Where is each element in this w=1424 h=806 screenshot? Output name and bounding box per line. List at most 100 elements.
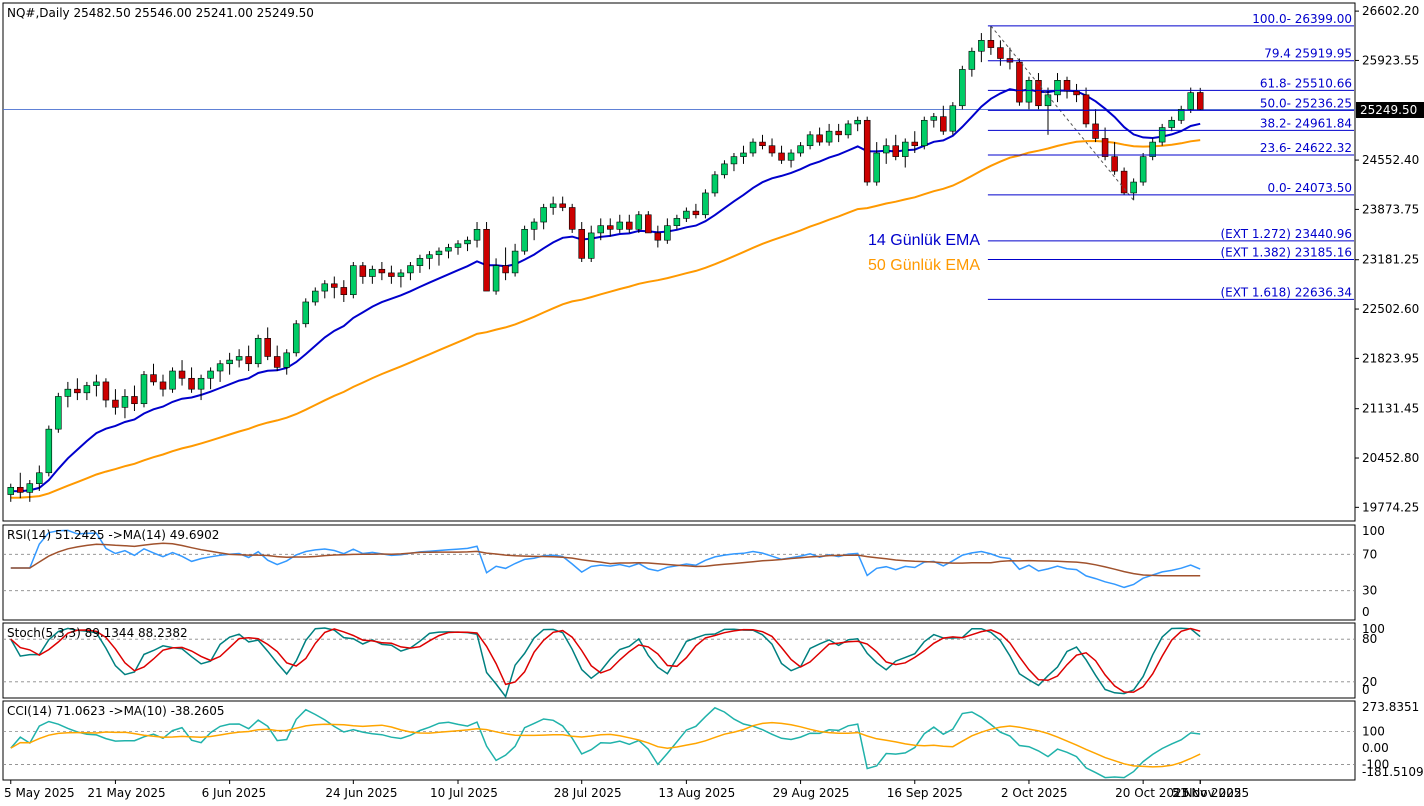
- candle: [759, 141, 766, 147]
- candle: [131, 396, 138, 405]
- candle: [1016, 61, 1023, 103]
- candle: [882, 145, 890, 154]
- candle: [7, 486, 15, 495]
- candle: [464, 239, 471, 245]
- fib-level-label: 38.2- 24961.84: [1260, 116, 1352, 130]
- fib-trendline: [990, 25, 1135, 201]
- candle: [283, 352, 290, 368]
- price-axis-label: 19774.25: [1362, 500, 1419, 514]
- candle: [302, 301, 309, 325]
- candle: [17, 486, 24, 493]
- fib-level-label: 50.0- 25236.25: [1260, 96, 1352, 110]
- indicator-axis-label: 20: [1362, 675, 1377, 689]
- date-axis-label: 24 Jun 2025: [325, 786, 397, 800]
- candle: [616, 221, 624, 230]
- candle: [825, 130, 833, 143]
- candle: [1044, 94, 1052, 107]
- candle: [416, 258, 424, 266]
- candle: [1025, 80, 1033, 103]
- indicator-axis-label: 100: [1362, 622, 1385, 636]
- candle: [959, 69, 966, 107]
- price-axis-label: 21131.45: [1362, 402, 1419, 416]
- candle: [445, 247, 452, 252]
- fib-level-label: 79.4 25919.95: [1264, 47, 1352, 61]
- candle: [530, 221, 538, 230]
- ema14-legend: 14 Günlük EMA: [868, 232, 980, 249]
- candle: [987, 40, 995, 48]
- candle: [1168, 119, 1175, 128]
- candle: [1196, 92, 1204, 110]
- indicator-axis-label: 0: [1362, 605, 1370, 619]
- candle: [483, 228, 490, 292]
- candle: [359, 265, 367, 277]
- candle: [150, 374, 157, 383]
- candle: [1092, 123, 1099, 139]
- candle: [254, 338, 262, 365]
- stoch-header: Stoch(5,3,3) 89.1344 88.2382: [7, 626, 188, 640]
- ema50-legend: 50 Günlük EMA: [868, 257, 980, 274]
- candle: [188, 377, 195, 390]
- candle: [654, 232, 662, 241]
- candle: [112, 399, 119, 408]
- price-axis-label: 24552.40: [1362, 153, 1419, 167]
- candle: [36, 472, 43, 484]
- candle: [492, 265, 500, 292]
- price-axis-label: 25923.55: [1362, 53, 1419, 67]
- date-axis-label: 21 May 2025: [87, 786, 165, 800]
- candle: [521, 228, 528, 252]
- date-axis-label: 5 May 2025: [4, 786, 75, 800]
- candle: [1149, 141, 1156, 157]
- candle: [64, 388, 72, 397]
- price-axis-label: 20452.80: [1362, 451, 1419, 465]
- candle: [321, 283, 329, 292]
- candle: [797, 145, 804, 154]
- candle: [1158, 127, 1166, 143]
- candle: [169, 370, 176, 390]
- candle: [1054, 80, 1061, 96]
- candle: [1120, 170, 1128, 194]
- indicator-axis-label: 30: [1362, 584, 1377, 598]
- candle: [778, 152, 785, 161]
- price-axis-label: 23181.25: [1362, 253, 1419, 267]
- candle: [235, 356, 243, 361]
- candle: [806, 134, 814, 147]
- candle: [587, 232, 595, 259]
- candle: [549, 203, 557, 208]
- date-axis-label: 20 Oct 2025: [1115, 786, 1189, 800]
- candle: [511, 250, 519, 274]
- fib-level-label: 61.8- 25510.66: [1260, 76, 1352, 90]
- candle: [1082, 94, 1090, 125]
- indicator-axis-label: 0: [1362, 683, 1370, 697]
- indicator-axis-label: 80: [1362, 632, 1377, 646]
- price-axis-label: 21823.95: [1362, 351, 1419, 365]
- candle: [245, 356, 252, 365]
- candle: [473, 228, 481, 241]
- cci-panel: 273.8351 100 0.00 -100-181.5109: [3, 700, 1424, 779]
- candle: [721, 163, 728, 176]
- candle: [226, 359, 233, 365]
- candle: [768, 145, 776, 154]
- candle: [207, 370, 214, 379]
- candle: [578, 228, 585, 259]
- candle: [787, 152, 795, 161]
- cci-line: [10, 706, 1201, 779]
- candle: [683, 210, 690, 219]
- candle: [197, 377, 205, 390]
- price-panel: [3, 25, 1355, 502]
- price-axis-label: 26602.20: [1362, 4, 1419, 18]
- candle: [331, 283, 338, 288]
- candle: [350, 265, 357, 296]
- date-axis-label: 10 Jul 2025: [430, 786, 498, 800]
- candle: [55, 396, 62, 430]
- candle: [1111, 156, 1118, 172]
- ema50-line: [10, 139, 1201, 499]
- candle: [102, 381, 110, 401]
- symbol-header: NQ#,Daily 25482.50 25546.00 25241.00 252…: [7, 6, 314, 20]
- indicator-axis-label: -181.5109: [1362, 765, 1424, 779]
- candle: [159, 381, 167, 390]
- date-axis-label: 16 Sep 2025: [887, 786, 963, 800]
- candle: [1139, 156, 1147, 183]
- candle: [968, 50, 976, 70]
- candle: [45, 428, 53, 474]
